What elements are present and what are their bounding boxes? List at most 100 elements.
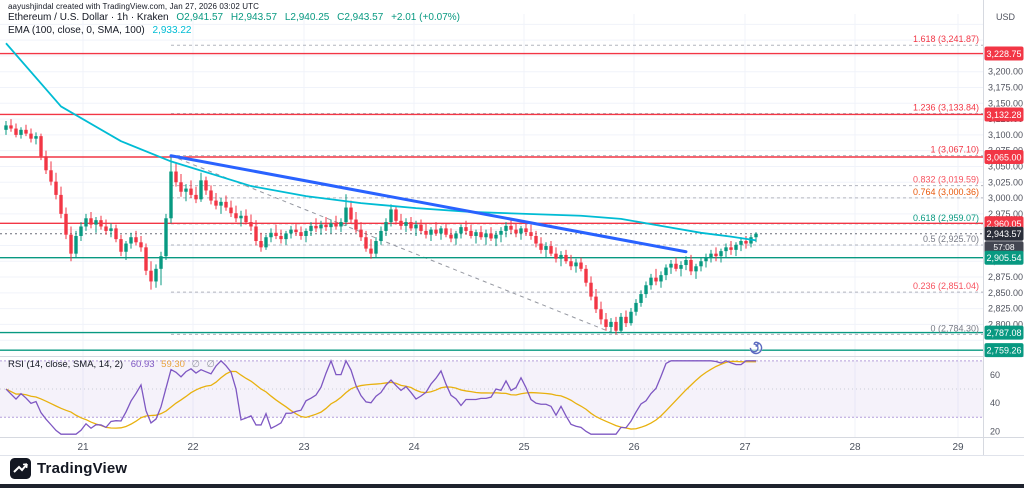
rsi-value: 60.93 <box>130 359 155 370</box>
candle-body <box>384 222 388 231</box>
candle-body <box>339 222 343 227</box>
candle-body <box>4 125 8 130</box>
candle-body <box>54 181 58 195</box>
candle-body <box>219 201 223 206</box>
rsi-line <box>5 359 756 435</box>
candle-body <box>324 224 328 228</box>
candle-body <box>209 190 213 201</box>
candle-body <box>644 285 648 295</box>
candle-body <box>379 230 383 242</box>
price-badge <box>984 46 1024 61</box>
candle-body <box>129 237 133 244</box>
candle-body <box>44 156 48 171</box>
candle-body <box>389 209 393 223</box>
fib-level-label: 0 (2,784.30) <box>930 323 979 333</box>
ohlc-open: O2,941.57 <box>176 12 224 23</box>
fib-level-label: 0.764 (3,000.36) <box>913 187 979 197</box>
candle-body <box>154 268 158 282</box>
time-axis[interactable]: 21 22 23 24 25 26 27 28 29 <box>77 442 964 453</box>
price-axis-label: 3,050.00 <box>988 161 1023 171</box>
time-axis-label: 25 <box>518 442 530 453</box>
price-axis-label: 3,175.00 <box>988 82 1023 92</box>
candle-body <box>99 220 103 227</box>
candle-body <box>104 226 108 231</box>
symbol-legend-row[interactable]: Ethereum / U.S. Dollar · 1h · Kraken O2,… <box>8 11 460 24</box>
candle-body <box>439 228 443 234</box>
candle-body <box>684 259 688 266</box>
candle-body <box>169 171 173 219</box>
candle-body <box>604 319 608 327</box>
candle-body <box>89 218 93 225</box>
candle-body <box>189 188 193 195</box>
countdown-badge <box>984 241 1024 254</box>
candle-body <box>294 229 298 233</box>
currency-label: USD <box>995 12 1015 22</box>
candle-body <box>619 316 623 331</box>
candle-body <box>689 259 693 272</box>
candle-body <box>349 207 353 220</box>
candle-body <box>369 248 373 254</box>
horizontal-rays[interactable] <box>0 52 983 351</box>
fib-level-label: 0.618 (2,959.07) <box>913 213 979 223</box>
cyclone-icon[interactable] <box>748 338 764 355</box>
price-axis-label: 3,200.00 <box>988 67 1023 77</box>
chart-canvas[interactable]: 3,200.003,175.003,150.003,125.003,100.00… <box>0 0 1024 460</box>
price-axis-label: 3,000.00 <box>988 193 1023 203</box>
rsi-axis-label: 60 <box>990 370 1000 380</box>
candle-body <box>589 282 593 297</box>
candle-body <box>454 233 458 239</box>
countdown-text: 57:08 <box>993 242 1015 252</box>
trendline[interactable] <box>169 154 688 254</box>
candle-body <box>374 241 378 254</box>
candle-body <box>24 129 28 134</box>
ema-indicator-label: EMA (100, close, 0, SMA, 100) <box>8 25 145 36</box>
symbol-title: Ethereum / U.S. Dollar · 1h · Kraken <box>8 12 169 23</box>
candle-body <box>509 225 513 230</box>
candle-body <box>524 228 528 233</box>
price-badge-text: 2,787.08 <box>986 328 1021 338</box>
candle-body <box>139 242 143 248</box>
candle-body <box>464 227 468 231</box>
rsi-indicator-label: RSI (14, close, SMA, 14, 2) <box>8 359 124 370</box>
price-badge-text: 2,943.57 <box>986 229 1021 239</box>
candle-body <box>329 223 333 228</box>
candle-body <box>634 302 638 312</box>
candle-body <box>694 266 698 272</box>
candle-body <box>649 277 653 286</box>
price-change: +2.01 (+0.07%) <box>391 12 460 23</box>
candle-body <box>234 213 238 219</box>
candle-body <box>724 247 728 252</box>
ema-legend-row[interactable]: EMA (100, close, 0, SMA, 100) 2,933.22 <box>8 24 460 37</box>
candle-body <box>364 237 368 249</box>
candle-body <box>429 229 433 235</box>
candle-body <box>614 321 618 331</box>
candle-body <box>674 263 678 269</box>
candle-body <box>29 133 33 139</box>
candle-body <box>109 228 113 231</box>
fib-retracement-tool[interactable] <box>170 44 983 335</box>
candle-body <box>514 229 518 234</box>
price-badge-text: 2,905.54 <box>986 253 1021 263</box>
candle-body <box>394 209 398 221</box>
ema-line <box>5 42 757 242</box>
candle-body <box>49 170 53 182</box>
price-badges: 3,228.75 3,132.28 3,065.00 2,960.052,943.57… <box>984 46 1024 358</box>
time-axis-label: 24 <box>408 442 420 453</box>
rsi-ma-value: 59.30 <box>161 359 185 370</box>
candle-body <box>499 230 503 235</box>
ohlc-close: C2,943.57 <box>337 12 384 23</box>
chart-legend[interactable]: Ethereum / U.S. Dollar · 1h · Kraken O2,… <box>8 11 460 37</box>
tradingview-footer-logo[interactable]: TradingView <box>10 458 127 479</box>
candle-body <box>84 218 88 227</box>
candle-body <box>719 251 723 257</box>
time-axis-label: 28 <box>849 442 861 453</box>
rsi-legend-row[interactable]: RSI (14, close, SMA, 14, 2) 60.93 59.30 … <box>8 359 215 370</box>
ohlc-high: H2,943.57 <box>230 12 278 23</box>
candle-body <box>659 275 663 282</box>
time-axis-label: 21 <box>77 442 89 453</box>
candle-body <box>244 215 248 223</box>
candle-body <box>314 225 318 229</box>
candle-body <box>179 182 183 192</box>
candle-body <box>494 234 498 239</box>
